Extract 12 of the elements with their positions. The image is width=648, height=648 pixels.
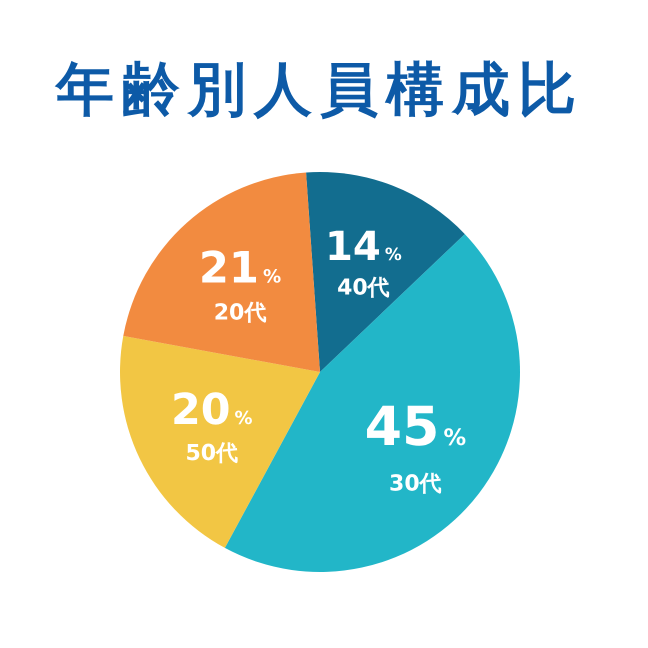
slice-label: 30代 [389,472,442,497]
chart-title: 年齢別人員構成比 [54,55,585,123]
data-label: 20% [170,384,253,435]
pie-slice [306,172,465,372]
data-label: 14% [324,224,402,270]
slice-label: 50代 [185,441,238,466]
data-label: 21% [198,244,282,294]
data-label: 45% [364,394,466,458]
slice-label: 20代 [214,300,266,326]
pie-slice [120,336,320,548]
pie-slice [123,172,320,372]
slice-label: 40代 [337,275,390,300]
